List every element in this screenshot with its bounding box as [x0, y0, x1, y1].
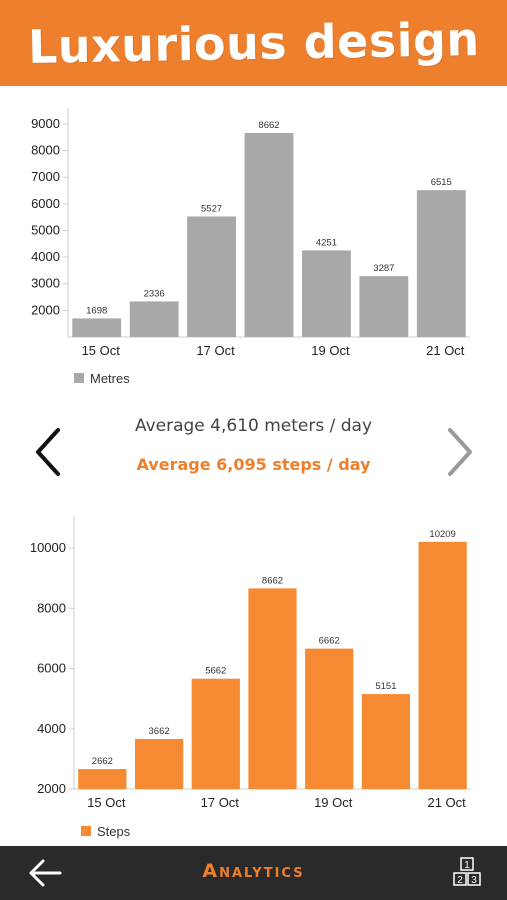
y-tick-label: 8000	[37, 600, 66, 615]
x-tick-label: 21 Oct	[426, 343, 465, 358]
bar-value-label: 3287	[373, 263, 394, 274]
legend-swatch	[81, 826, 91, 836]
bar-steps[interactable]	[134, 738, 184, 789]
bar-value-label: 6662	[319, 636, 340, 647]
header-title: Luxurious design	[27, 12, 480, 74]
bar-value-label: 6515	[431, 177, 452, 188]
arrow-left-icon	[29, 859, 62, 887]
bar-metres[interactable]	[187, 216, 236, 337]
bar-value-label: 8662	[262, 575, 283, 586]
legend-label: Metres	[90, 371, 130, 386]
bar-steps[interactable]	[78, 769, 127, 789]
bar-steps[interactable]	[191, 678, 240, 789]
bar-metres[interactable]	[302, 250, 351, 337]
y-tick-label: 10000	[30, 540, 66, 555]
y-tick-label: 7000	[31, 169, 60, 184]
bar-value-label: 4251	[316, 237, 337, 248]
bar-value-label: 3662	[149, 726, 170, 737]
x-tick-label: 19 Oct	[311, 343, 350, 358]
bar-metres[interactable]	[129, 301, 179, 337]
svg-text:2: 2	[457, 875, 463, 886]
bar-value-label: 8662	[258, 120, 279, 131]
number-grid-icon: 1 2 3	[453, 857, 481, 886]
legend-label: Steps	[97, 824, 131, 839]
bottom-toolbar: Analytics 1 2 3	[0, 846, 507, 900]
bar-metres[interactable]	[416, 190, 466, 337]
bar-steps[interactable]	[418, 541, 467, 789]
bar-value-label: 5151	[375, 681, 396, 692]
svg-text:1: 1	[464, 860, 470, 871]
y-tick-label: 9000	[31, 116, 60, 131]
bar-value-label: 2662	[92, 756, 113, 767]
x-tick-label: 15 Oct	[87, 795, 126, 810]
bar-metres[interactable]	[72, 318, 122, 337]
bar-value-label: 5662	[205, 666, 226, 677]
x-tick-label: 15 Oct	[82, 343, 121, 358]
y-tick-label: 4000	[31, 249, 60, 264]
bar-steps[interactable]	[248, 588, 297, 789]
y-tick-label: 3000	[31, 276, 60, 291]
y-tick-label: 2000	[37, 781, 66, 796]
back-button[interactable]	[26, 856, 66, 890]
x-tick-label: 19 Oct	[314, 795, 353, 810]
y-tick-label: 8000	[31, 143, 60, 158]
header-banner: Luxurious design	[0, 0, 507, 86]
x-tick-label: 17 Oct	[196, 343, 235, 358]
bar-value-label: 5527	[201, 203, 222, 214]
steps-chart: 2000 4000 6000 8000 10000 2662 3662 5662 8662 666…	[0, 506, 507, 846]
metres-chart: 2000 3000 4000 5000 6000 7000 8000 9000 1698 2336…	[0, 96, 507, 396]
bar-value-label: 2336	[144, 288, 165, 299]
chevron-right-icon	[448, 428, 472, 476]
bar-metres[interactable]	[244, 132, 294, 337]
y-tick-label: 5000	[31, 222, 60, 237]
steps-chart-svg: 2000 4000 6000 8000 10000 2662 3662 5662 8662 666…	[30, 516, 471, 839]
x-tick-label: 17 Oct	[201, 795, 240, 810]
y-tick-label: 6000	[31, 196, 60, 211]
y-tick-label: 2000	[31, 302, 60, 317]
legend-swatch	[74, 373, 84, 383]
average-summary: Average 4,610 meters / day Average 6,095…	[0, 408, 507, 498]
y-tick-label: 6000	[37, 661, 66, 676]
metres-chart-svg: 2000 3000 4000 5000 6000 7000 8000 9000 1698 2336…	[31, 108, 470, 386]
bar-metres[interactable]	[359, 276, 409, 337]
average-meters-text: Average 4,610 meters / day	[134, 416, 373, 436]
average-steps-text: Average 6,095 steps / day	[136, 455, 371, 474]
bar-steps[interactable]	[361, 694, 411, 789]
number-grid-button[interactable]: 1 2 3	[450, 856, 486, 890]
bar-steps[interactable]	[305, 648, 354, 789]
bottom-bar-title: Analytics	[202, 860, 305, 882]
next-week-button[interactable]	[440, 426, 480, 478]
previous-week-button[interactable]	[28, 426, 68, 478]
x-tick-label: 21 Oct	[427, 795, 466, 810]
y-tick-label: 4000	[37, 721, 66, 736]
svg-text:3: 3	[471, 875, 477, 886]
chevron-left-icon	[36, 428, 60, 476]
bar-value-label: 1698	[86, 305, 107, 316]
bar-value-label: 10209	[429, 529, 455, 540]
